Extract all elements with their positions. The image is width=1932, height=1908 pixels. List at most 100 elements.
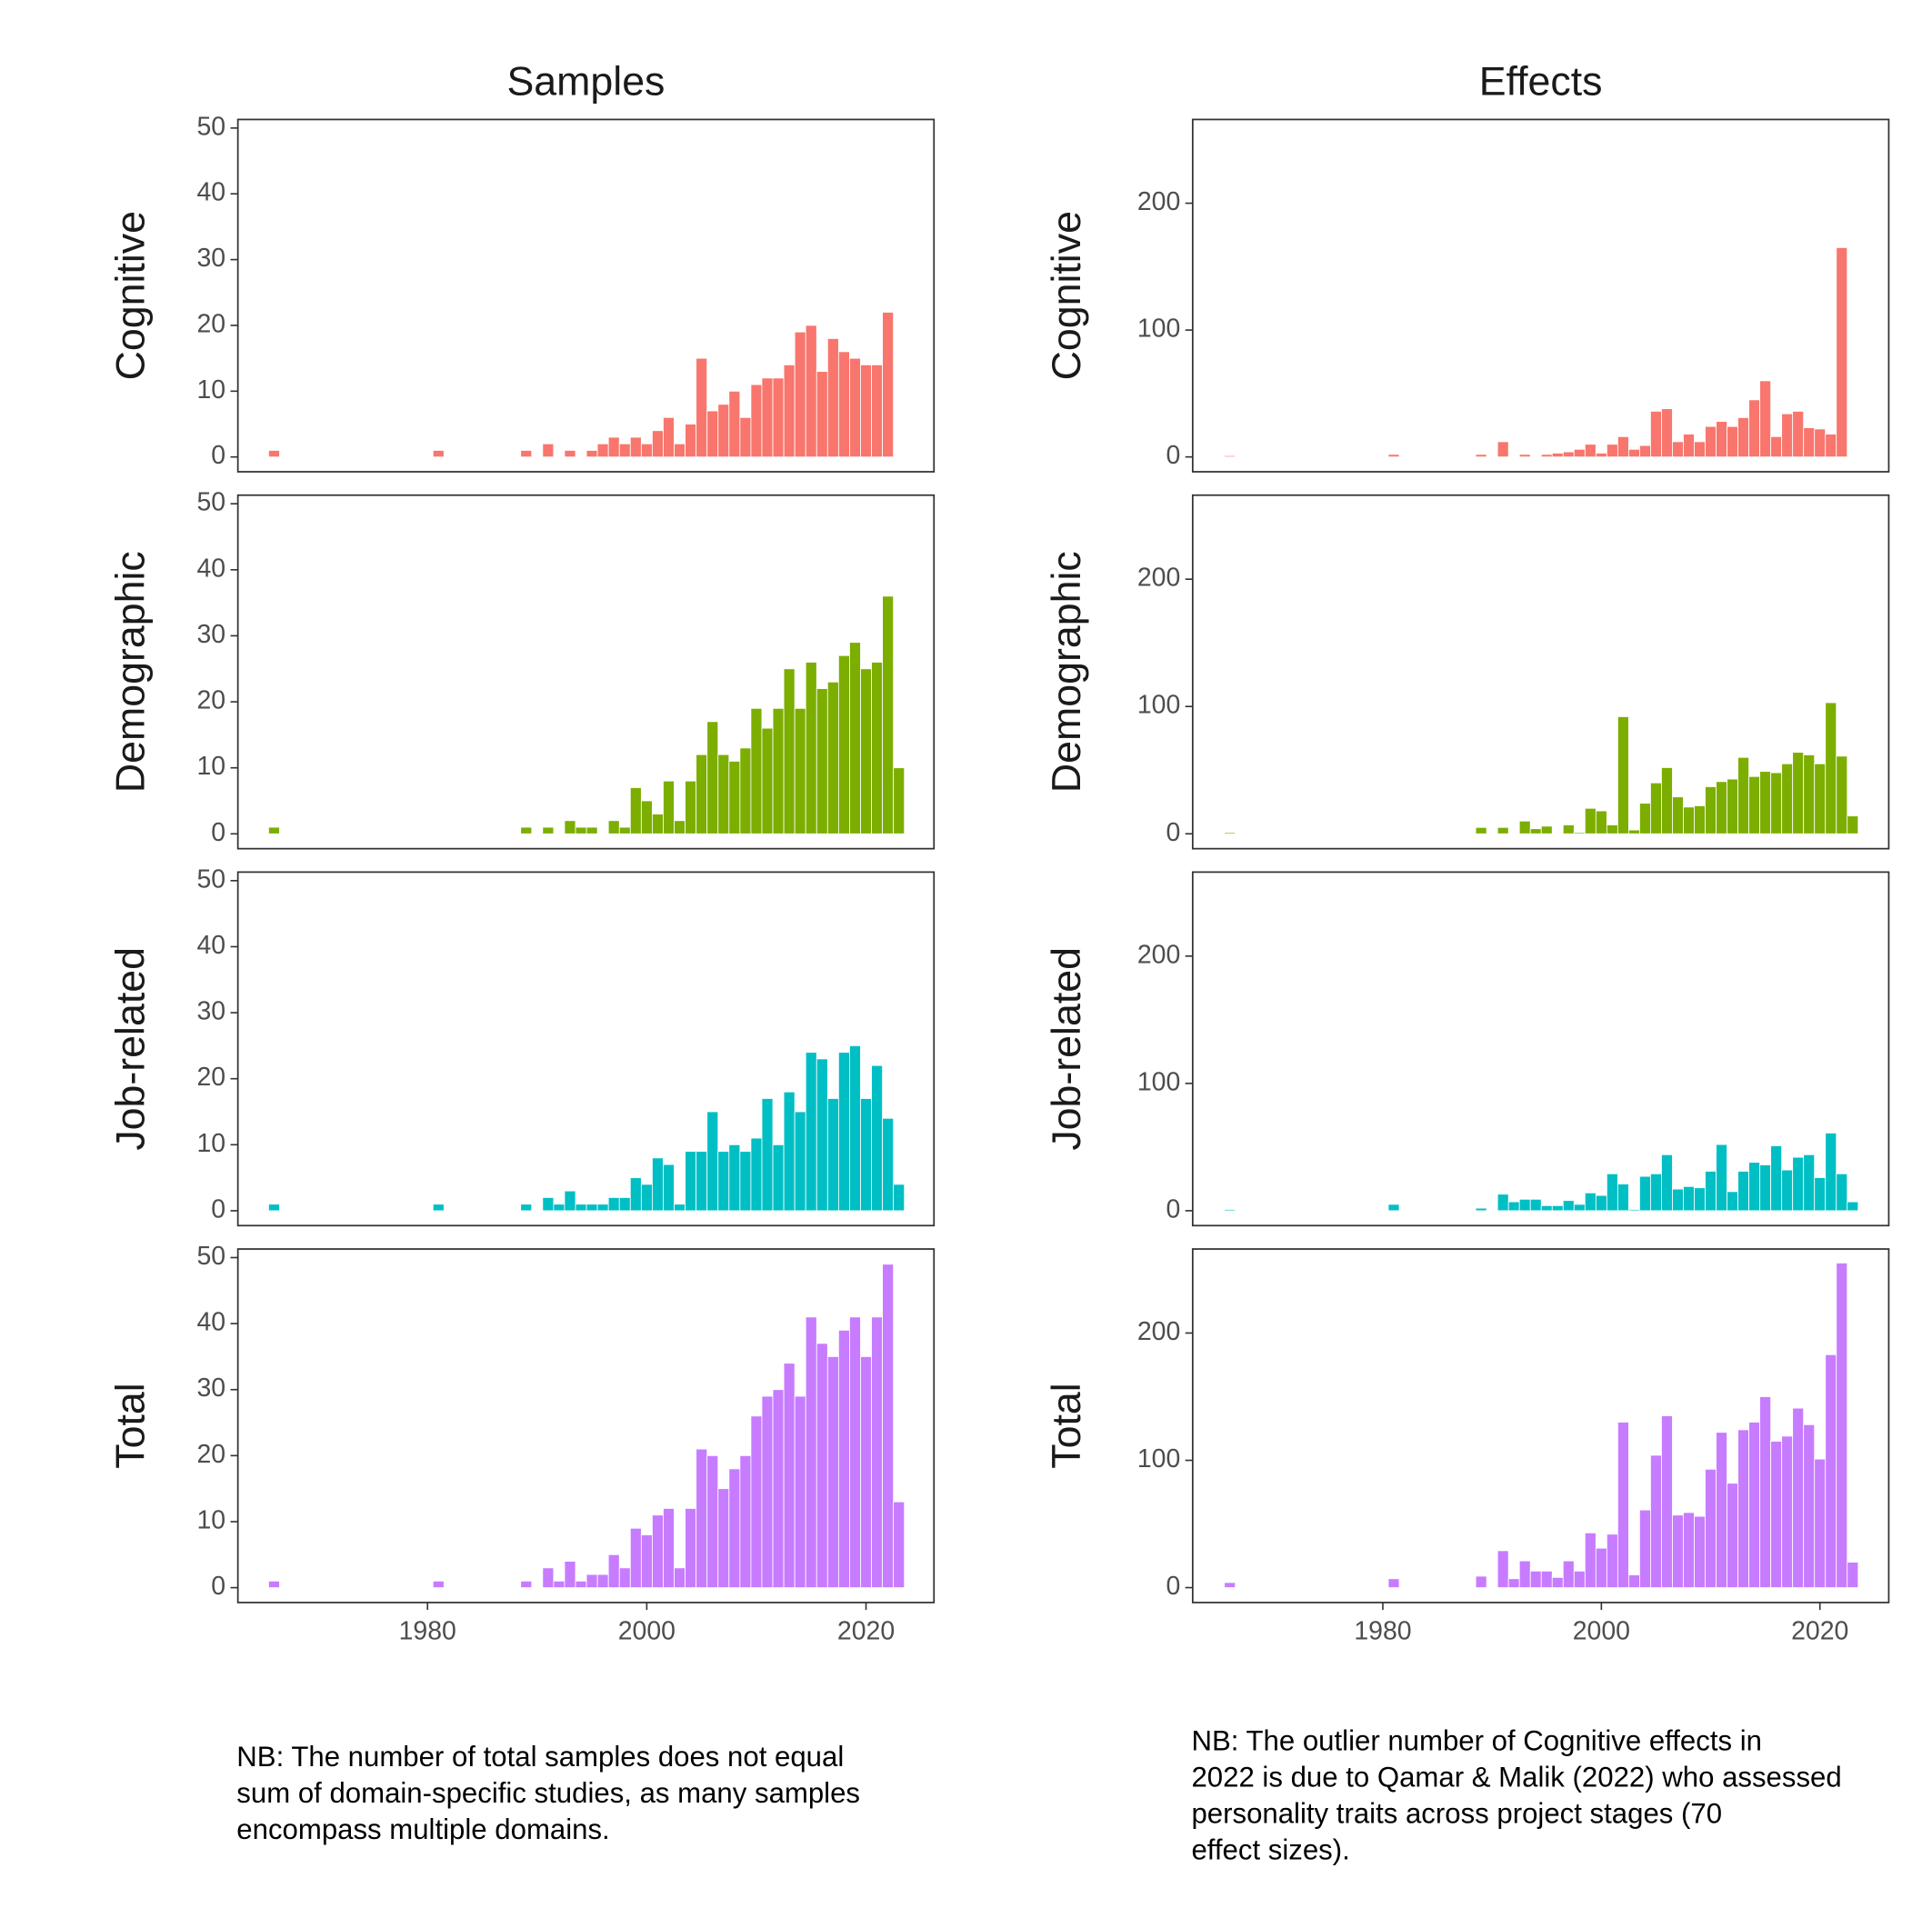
y-tick-label: 0 [1166,1572,1180,1601]
bar [1606,824,1618,834]
bar [1672,1514,1684,1588]
bar [629,1177,642,1212]
y-tick-label: 50 [196,864,225,894]
bar [1683,1185,1695,1212]
y-tick-label: 50 [196,488,225,517]
bar [772,1144,785,1212]
bar [1540,1570,1553,1588]
bar [520,1580,533,1589]
bar [1224,1582,1236,1588]
bar [1475,1207,1487,1212]
bar [1518,1560,1531,1588]
bar [761,1098,774,1212]
bar [1770,1441,1783,1588]
bar [685,424,697,458]
x-tick-label: 2000 [1573,1617,1630,1646]
bar [871,662,884,834]
bar [1825,1133,1837,1212]
bar [1224,455,1236,458]
y-tick-label: 20 [196,686,225,715]
bar [1781,413,1794,458]
bar [586,1204,598,1212]
panel-border [236,871,936,1227]
bar [1639,1175,1651,1212]
bar [739,1454,752,1589]
bar [1770,435,1783,458]
bar [837,654,850,834]
bar [520,826,533,834]
bar [717,1151,730,1212]
bar [717,404,730,458]
bar [1847,1562,1859,1588]
bar [564,1561,576,1589]
y-tick-label: 40 [196,1308,225,1337]
bar [674,443,686,458]
bar [1627,448,1640,458]
bar [706,1111,719,1212]
bar [1617,1184,1629,1212]
bar [1551,453,1564,458]
bar [816,688,828,834]
bar [1836,246,1848,458]
bar [1661,767,1673,834]
y-tick-label: 30 [196,620,225,649]
bar [553,1204,566,1212]
y-tick-label: 0 [211,441,225,470]
bar [772,707,785,834]
bar [696,1151,708,1212]
bar [1716,421,1727,458]
bar [826,1098,839,1212]
bar [553,1580,566,1589]
bar [432,1580,445,1589]
bar [1770,1145,1783,1212]
bar [1825,434,1837,458]
bar [663,416,675,458]
bar [871,1316,884,1589]
note-line: effect sizes). [1191,1833,1349,1865]
bar [696,1448,708,1589]
y-tick-label: 20 [196,1440,225,1469]
bar [618,443,631,458]
bar [893,767,906,834]
bar [794,1395,806,1589]
bar [816,1058,828,1212]
bar [1847,815,1859,834]
bar [1387,454,1400,458]
bar [1562,451,1575,458]
bar [674,820,686,834]
bar [1705,1468,1717,1588]
bar [826,1356,839,1589]
bar [1224,1209,1236,1212]
bar [1716,1432,1727,1588]
y-tick-label: 50 [196,1242,225,1271]
bar [1650,782,1662,834]
bar [706,721,719,834]
y-tick-label: 40 [196,178,225,207]
bar [1627,829,1640,834]
bar [882,595,895,834]
bar [618,1567,631,1589]
bar [1497,826,1509,834]
bar [750,1137,763,1212]
bar [1617,1422,1629,1588]
y-tick-label: 100 [1137,1444,1180,1473]
bar [860,1356,872,1589]
bar [805,325,817,458]
bar [1584,1532,1597,1588]
bar [728,761,741,834]
bar [640,443,653,458]
bar [685,1151,697,1212]
x-tick-label: 1980 [1354,1617,1411,1646]
y-tick-label: 10 [196,1505,225,1534]
y-tick-label: 200 [1137,187,1180,216]
bar [1705,786,1717,834]
bar [1639,1509,1651,1588]
bar [1595,1547,1607,1588]
bar [1694,1187,1706,1212]
row-label: Demographic [1045,551,1089,793]
y-tick-label: 200 [1137,1317,1180,1346]
bar [1529,1198,1542,1212]
bar [849,1316,861,1589]
bar [640,1184,653,1212]
